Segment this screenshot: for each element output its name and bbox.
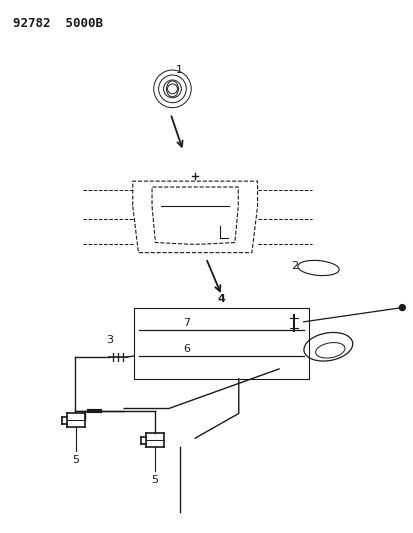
Bar: [134, 308, 308, 379]
Text: 7: 7: [183, 318, 190, 328]
Text: 5: 5: [72, 455, 79, 465]
Text: 3: 3: [106, 335, 113, 345]
Text: 92782  5000B: 92782 5000B: [13, 17, 102, 30]
Text: 4: 4: [217, 294, 225, 304]
Text: 5: 5: [151, 475, 158, 485]
Circle shape: [399, 304, 404, 311]
Text: 2: 2: [290, 261, 297, 271]
Text: 1: 1: [175, 65, 182, 75]
Text: 6: 6: [183, 344, 190, 354]
